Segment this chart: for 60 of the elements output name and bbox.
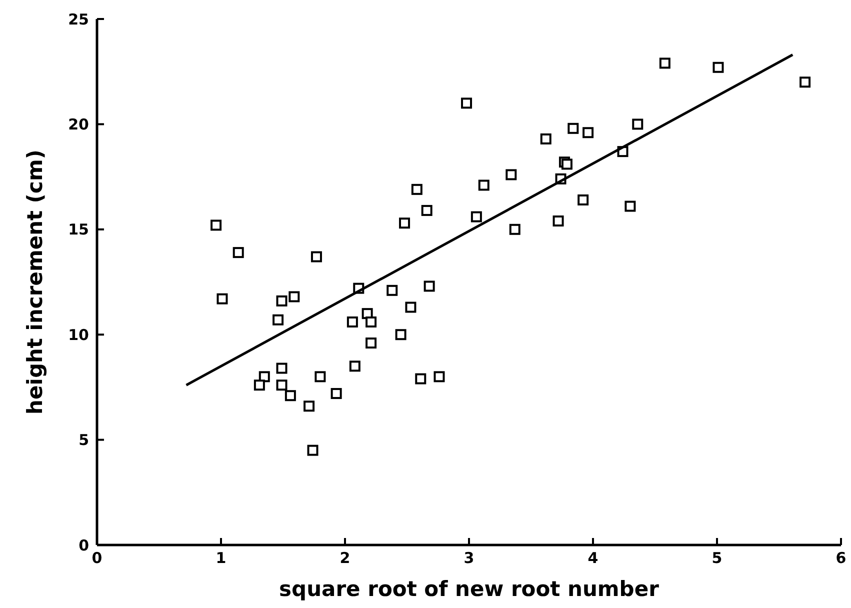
y-tick-label: 15 bbox=[68, 220, 89, 239]
point bbox=[346, 316, 358, 328]
point bbox=[310, 251, 322, 262]
x-tick-label: 6 bbox=[836, 549, 846, 567]
y-tick-label: 25 bbox=[68, 10, 89, 28]
point bbox=[582, 127, 594, 138]
point bbox=[415, 373, 426, 384]
x-axis-title: square root of new root number bbox=[279, 577, 660, 601]
point bbox=[434, 371, 445, 382]
point bbox=[314, 371, 326, 382]
point bbox=[399, 218, 410, 229]
point bbox=[366, 338, 377, 349]
x-tick-label: 5 bbox=[712, 549, 722, 567]
x-tick-label: 1 bbox=[216, 549, 226, 567]
point bbox=[258, 371, 270, 382]
point bbox=[624, 200, 636, 212]
point bbox=[395, 329, 406, 340]
point bbox=[276, 295, 288, 306]
point bbox=[366, 316, 377, 328]
y-tick-label: 20 bbox=[68, 115, 89, 134]
x-tick-label: 0 bbox=[92, 549, 102, 567]
point bbox=[304, 400, 315, 412]
point bbox=[470, 211, 482, 222]
y-tick-label: 0 bbox=[78, 536, 89, 554]
y-tick-label: 10 bbox=[68, 326, 89, 344]
point bbox=[478, 180, 490, 191]
point bbox=[272, 314, 284, 326]
point bbox=[411, 184, 422, 195]
point bbox=[288, 291, 300, 302]
point bbox=[578, 194, 589, 206]
point bbox=[712, 62, 724, 73]
y-tick-label: 5 bbox=[78, 431, 89, 450]
point bbox=[632, 118, 644, 130]
point bbox=[800, 76, 811, 88]
point bbox=[254, 380, 265, 391]
y-axis-title: height increment (cm) bbox=[23, 150, 47, 414]
point bbox=[232, 247, 244, 258]
point bbox=[284, 390, 296, 402]
point bbox=[216, 293, 228, 304]
point bbox=[349, 360, 360, 372]
point bbox=[561, 158, 572, 170]
point bbox=[659, 58, 670, 69]
point bbox=[307, 444, 318, 456]
point bbox=[386, 284, 398, 296]
x-tick-label: 3 bbox=[464, 549, 474, 567]
point bbox=[330, 388, 342, 400]
x-tick-label: 2 bbox=[340, 549, 350, 567]
point bbox=[276, 380, 288, 391]
point bbox=[552, 215, 564, 226]
point bbox=[568, 122, 579, 134]
point bbox=[405, 302, 416, 313]
point bbox=[421, 204, 432, 216]
point bbox=[540, 133, 552, 144]
point bbox=[509, 224, 520, 235]
point bbox=[276, 362, 288, 374]
point bbox=[506, 169, 517, 180]
point bbox=[424, 280, 435, 292]
point bbox=[210, 220, 222, 231]
point bbox=[461, 98, 472, 109]
x-tick-label: 4 bbox=[588, 549, 598, 567]
